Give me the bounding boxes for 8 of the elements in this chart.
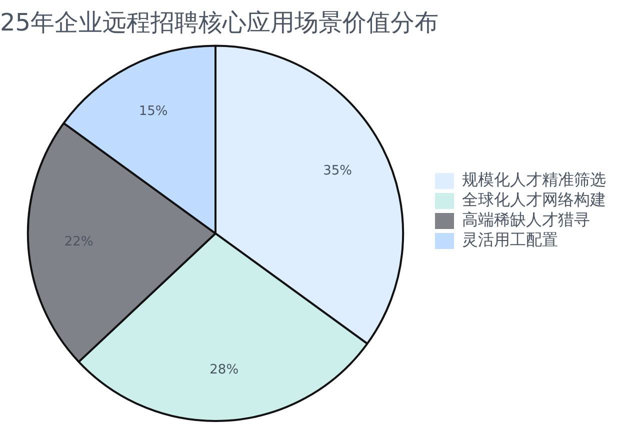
legend-label: 全球化人才网络构建: [462, 190, 606, 210]
data-label: 15%: [138, 104, 168, 119]
legend-label: 规模化人才精准筛选: [462, 170, 606, 190]
chart-title: 25年企业远程招聘核心应用场景价值分布: [0, 8, 439, 37]
legend-label: 高端稀缺人才猎寻: [462, 210, 590, 230]
legend-label: 灵活用工配置: [462, 230, 558, 250]
data-label: 35%: [323, 164, 352, 179]
data-label: 28%: [210, 362, 239, 378]
